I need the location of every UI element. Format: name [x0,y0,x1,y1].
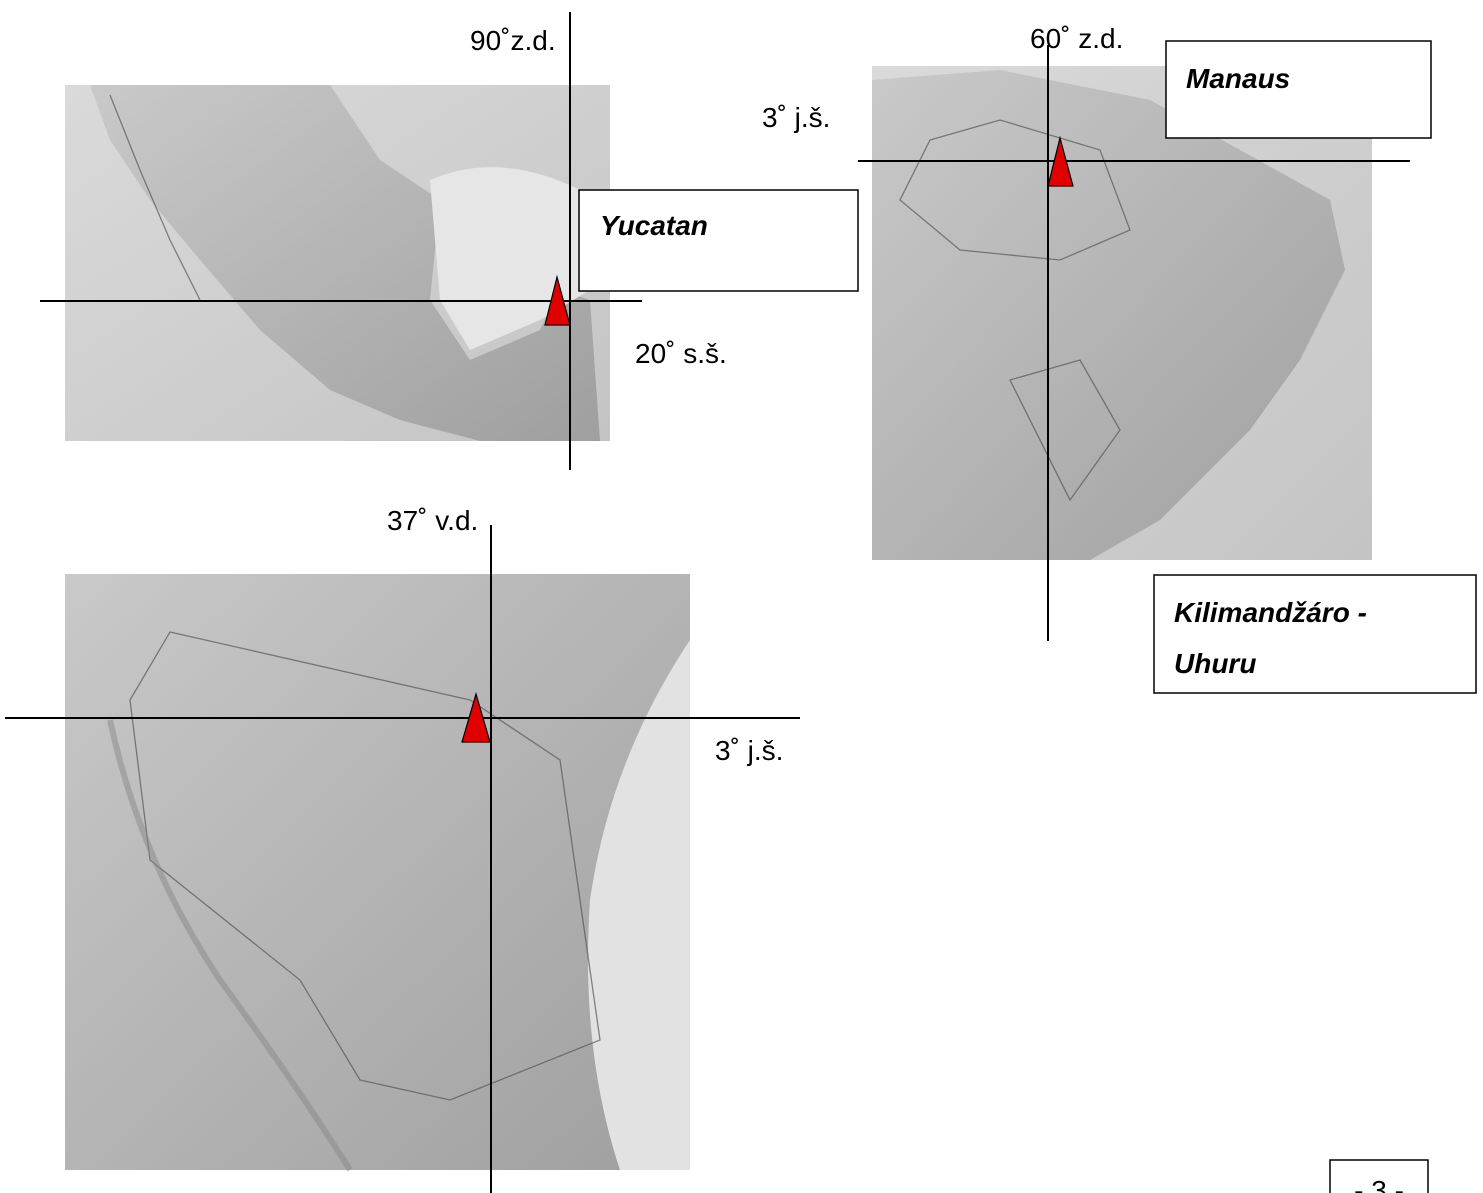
location-marker [461,691,491,743]
location-marker [544,274,571,326]
place-box [1153,574,1477,694]
land [872,70,1345,560]
longitude-label: 90˚z.d. [470,25,556,56]
place-box [578,189,859,292]
map-tanzania [65,574,690,1172]
place-name: Uhuru [1174,648,1256,679]
map-brazil [872,66,1372,560]
ocean [588,640,690,1170]
place-box [1165,40,1432,139]
page-number: - 3 - [1354,1175,1404,1193]
page-number-box [1329,1159,1429,1193]
map-background [65,574,690,1170]
lake [107,719,353,1172]
place-name: Yucatan [600,210,708,241]
place-name: Kilimandžáro - [1174,597,1367,628]
border [129,631,601,1101]
coast [109,94,201,301]
latitude-label: 3˚ j.š. [715,735,783,766]
place-name: Manaus [1186,63,1290,94]
longitude-label: 60˚ z.d. [1030,23,1123,54]
map-mexico [65,85,610,441]
border [899,119,1131,261]
land [90,85,600,441]
longitude-label: 37˚ v.d. [387,505,478,536]
location-marker [1047,135,1074,187]
border [1009,359,1121,502]
latitude-label: 3˚ j.š. [762,102,830,133]
latitude-label: 20˚ s.š. [635,338,727,369]
